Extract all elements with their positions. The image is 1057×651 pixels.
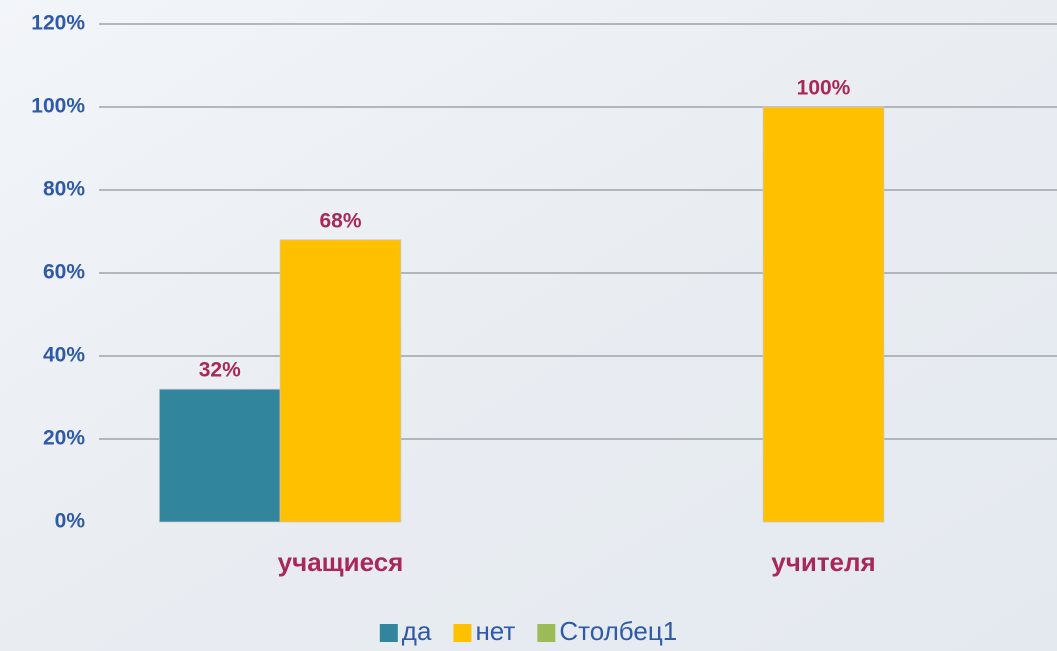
legend-swatch (537, 624, 556, 642)
y-tick-label: 100% (31, 95, 85, 118)
x-tick-label: учителя (771, 547, 875, 577)
data-label: 32% (199, 359, 241, 382)
data-label: 68% (319, 209, 361, 232)
legend-label: нет (475, 616, 515, 646)
legend-swatch (379, 624, 398, 642)
legend-label: да (402, 616, 432, 646)
y-tick-label: 80% (43, 178, 85, 201)
y-tick-label: 120% (31, 12, 85, 35)
bar (158, 388, 281, 523)
y-tick-label: 60% (43, 261, 85, 284)
bar (279, 239, 402, 523)
data-label: 100% (797, 77, 851, 100)
legend-label: Столбец1 (559, 616, 677, 646)
bar (762, 106, 885, 523)
y-tick-label: 40% (43, 344, 85, 367)
y-tick-label: 0% (55, 510, 86, 533)
x-tick-label: учащиеся (278, 547, 404, 577)
y-tick-label: 20% (43, 427, 85, 450)
legend-swatch (453, 624, 472, 642)
